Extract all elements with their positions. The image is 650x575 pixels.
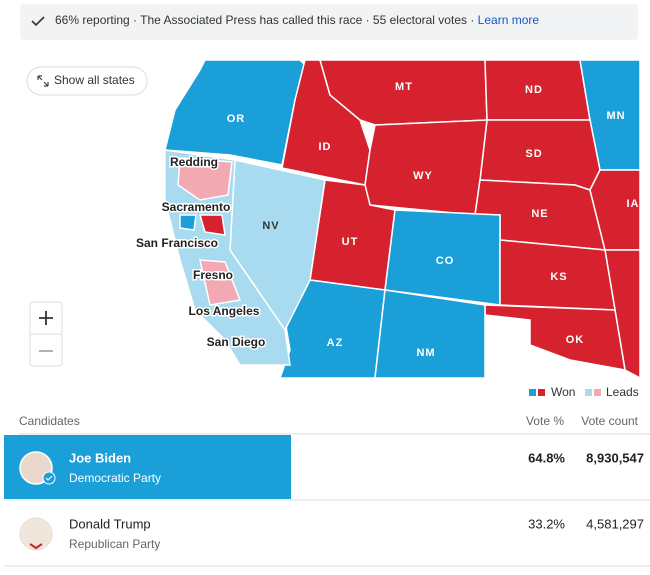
check-icon [45, 475, 53, 481]
candidate-name: Joe Biden [69, 450, 131, 465]
state[interactable] [374, 289, 486, 379]
status-text: 66% reporting · The Associated Press has… [55, 13, 539, 27]
city-label: Los Angeles [189, 304, 260, 318]
city-label: Sacramento [162, 200, 231, 214]
show-all-label[interactable]: Show all states [54, 73, 135, 87]
vote-count: 8,930,547 [586, 450, 644, 465]
legend-swatch [585, 389, 592, 396]
legend-label: Won [551, 385, 575, 399]
legend-swatch [594, 389, 601, 396]
check-icon [31, 16, 45, 27]
state-label: ID [319, 141, 332, 153]
expand-icon [37, 75, 49, 87]
state-label: MN [606, 110, 625, 122]
city-label: San Diego [207, 335, 266, 349]
state-label: MT [395, 81, 413, 93]
county [177, 157, 233, 201]
candidate-name: Donald Trump [69, 516, 151, 531]
party: Republican Party [69, 537, 160, 551]
state-label: SD [525, 148, 542, 160]
state-label: NV [262, 220, 279, 232]
header: Vote count [581, 414, 638, 428]
county [198, 214, 226, 236]
avatar-tie [29, 543, 43, 550]
state[interactable] [164, 59, 306, 166]
state-label: IA [627, 198, 640, 210]
legend-swatch [529, 389, 536, 396]
map: OR MT ND MN ID SD WY NE IA UT NV CO KS O… [134, 59, 641, 380]
state-label: AZ [327, 337, 344, 349]
state[interactable] [484, 304, 626, 371]
status-text: 66% reporting · The Associated Press has… [55, 13, 474, 27]
county [179, 214, 197, 231]
vote-pct: 33.2% [528, 516, 565, 531]
state-label: UT [342, 236, 359, 248]
vote-count: 4,581,297 [586, 516, 644, 531]
state[interactable] [164, 149, 291, 366]
state-label: ND [525, 84, 543, 96]
legend-swatch [538, 389, 545, 396]
winner-check [42, 471, 56, 485]
county [199, 259, 242, 306]
party: Democratic Party [69, 471, 161, 485]
state-label: KS [550, 271, 567, 283]
state-label: CO [436, 255, 455, 267]
header: Vote % [526, 414, 564, 428]
city-label: Redding [170, 155, 218, 169]
state-label: NM [416, 347, 435, 359]
avatar [19, 517, 53, 551]
zoom-in[interactable] [39, 311, 53, 325]
vote-pct: 64.8% [528, 450, 565, 465]
state[interactable] [364, 119, 488, 216]
status-bar [20, 4, 638, 40]
city-label: Fresno [193, 268, 233, 282]
header: Candidates [19, 414, 80, 428]
show-all-button[interactable] [26, 66, 148, 96]
state-label: NE [531, 208, 548, 220]
state-label: OR [227, 113, 246, 125]
state-label: OK [566, 334, 585, 346]
learn-more[interactable]: Learn more [478, 13, 540, 27]
legend-label: Leads [606, 385, 639, 399]
city-label: San Francisco [136, 236, 218, 250]
state-label: WY [413, 170, 433, 182]
